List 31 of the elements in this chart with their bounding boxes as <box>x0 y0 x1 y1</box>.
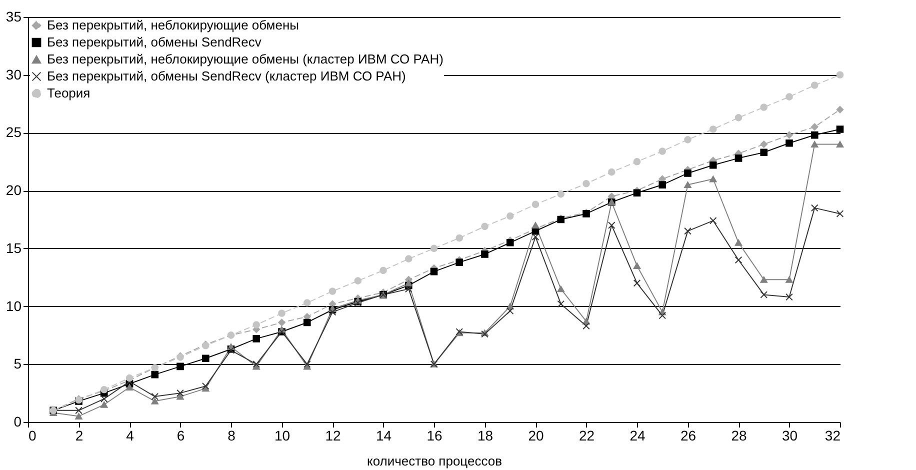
x-tick-label: 6 <box>176 428 185 444</box>
y-tick-label: 35 <box>6 8 22 24</box>
legend-label: Без перекрытий, обмены SendRecv <box>47 34 262 50</box>
legend-label: Теория <box>47 86 90 100</box>
x-tick-label: 32 <box>824 428 841 444</box>
y-tick-label: 0 <box>14 414 22 430</box>
y-tick-label: 20 <box>6 182 22 198</box>
x-tick-label: 26 <box>680 428 696 444</box>
x-tick-label: 0 <box>28 428 36 444</box>
x-axis-title: количество процессов <box>367 454 502 468</box>
legend-label: Без перекрытий, неблокирующие обмены <box>47 18 299 32</box>
y-tick-label: 5 <box>14 356 22 372</box>
y-tick-label: 15 <box>6 240 22 256</box>
x-tick-label: 22 <box>578 428 595 444</box>
x-tick-label: 20 <box>528 428 544 444</box>
y-tick-label: 30 <box>6 66 22 82</box>
x-tick-label: 2 <box>75 428 84 444</box>
legend-label: Без перекрытий, неблокирующие обмены (кластер ИВМ СО РАН) <box>47 52 444 66</box>
x-tick-label: 12 <box>325 428 341 444</box>
x-tick-label: 30 <box>782 428 798 444</box>
x-tick-label: 4 <box>126 428 134 444</box>
x-tick-label: 10 <box>274 428 290 444</box>
x-tick-label: 28 <box>731 428 747 444</box>
x-tick-label: 18 <box>477 428 494 444</box>
x-tick-label: 8 <box>228 428 236 444</box>
x-tick-label: 16 <box>426 428 442 444</box>
legend-label: Без перекрытий, обмены SendRecv (кластер ИВМ СО РАН) <box>47 68 406 84</box>
x-tick-label: 14 <box>376 428 392 444</box>
y-tick-label: 10 <box>6 298 22 314</box>
x-tick-label: 24 <box>630 428 646 444</box>
y-tick-label: 25 <box>6 124 22 140</box>
